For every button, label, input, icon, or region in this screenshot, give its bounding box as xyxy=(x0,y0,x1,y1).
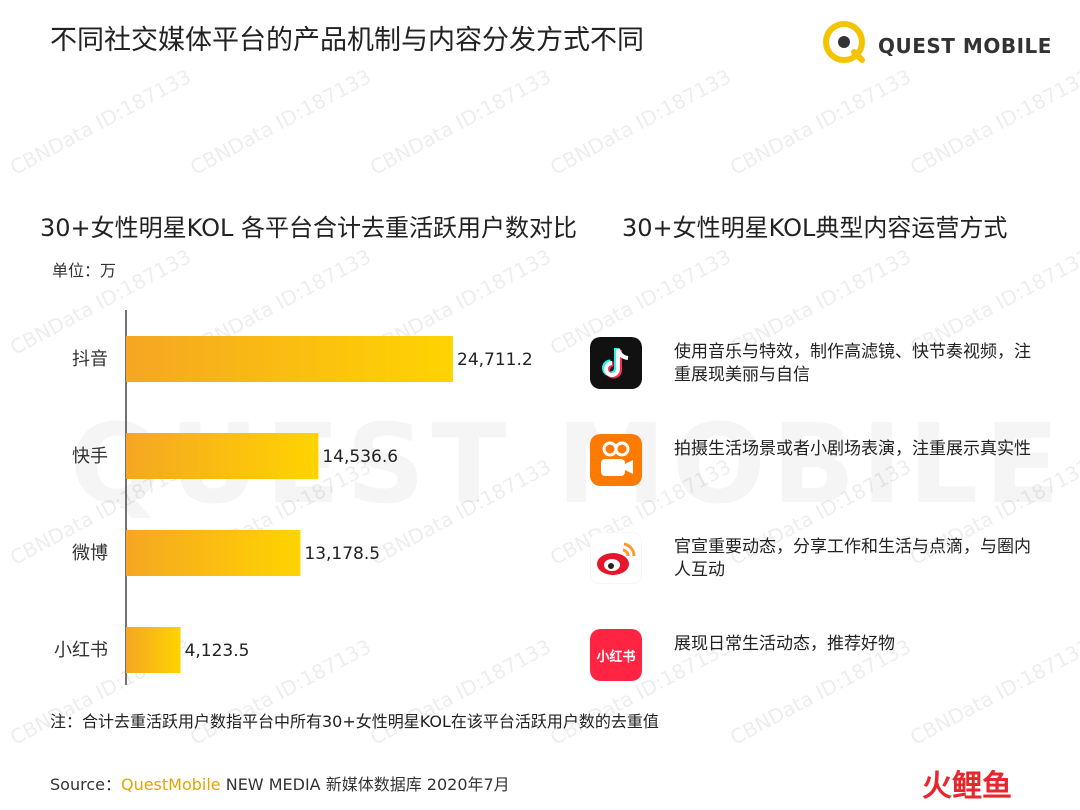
platform-desc: 展现日常生活动态，推荐好物 xyxy=(674,634,895,654)
corner-logo: 火鲤鱼 xyxy=(922,769,1012,804)
data-label: 4,123.5 xyxy=(185,641,250,661)
kuaishou-icon[interactable] xyxy=(590,434,642,486)
platform-desc: 拍摄生活场景或者小剧场表演，注重展示真实性 xyxy=(674,439,1031,459)
source-prefix: Source： xyxy=(50,775,121,794)
xiaohongshu-icon-text: 小红书 xyxy=(596,649,635,665)
bars-group: 抖音 24,711.2 快手 14,536.6 微博 13,178.5 小红书 4,123.5 xyxy=(54,336,533,673)
data-label: 13,178.5 xyxy=(304,544,380,564)
data-label: 14,536.6 xyxy=(322,447,398,467)
xiaohongshu-icon[interactable]: 小红书 xyxy=(590,629,642,681)
watermark-text: CBNData ID:187133 xyxy=(906,64,1080,180)
platform-desc: 使用音乐与特效，制作高滤镜、快节奏视频，注重展现美丽与自信 xyxy=(674,342,1031,385)
questmobile-logo xyxy=(823,21,865,63)
category-label: 抖音 xyxy=(72,349,108,370)
bar xyxy=(126,433,319,479)
douyin-icon[interactable] xyxy=(590,337,642,389)
corner-logo-text: 火鲤鱼 xyxy=(922,769,1012,804)
platform-row-weibo: 官宣重要动态，分享工作和生活与点滴，与圈内人互动 xyxy=(590,528,1060,588)
footnote: 注：合计去重活跃用户数指平台中所有30+女性明星KOL在该平台活跃用户数的去重值 xyxy=(50,712,659,731)
source-rest: NEW MEDIA 新媒体数据库 2020年7月 xyxy=(220,775,510,794)
bar xyxy=(126,530,301,576)
platform-row-kuaishou: 拍摄生活场景或者小剧场表演，注重展示真实性 xyxy=(590,430,1060,490)
unit-label: 单位：万 xyxy=(52,261,117,280)
content-heading: 30+女性明星KOL典型内容运营方式 xyxy=(622,214,1008,242)
watermark-text: CBNData ID:187133 xyxy=(366,64,556,180)
category-label: 微博 xyxy=(72,543,108,564)
logo-text: QUEST MOBILE xyxy=(878,34,1052,58)
page-title: 不同社交媒体平台的产品机制与内容分发方式不同 xyxy=(50,25,644,56)
bar xyxy=(126,627,181,673)
category-label: 小红书 xyxy=(54,640,108,661)
platform-row-douyin: 使用音乐与特效，制作高滤镜、快节奏视频，注重展现美丽与自信 xyxy=(590,333,1060,393)
source-brand: QuestMobile xyxy=(120,775,221,794)
platform-row-xiaohongshu: 小红书 展现日常生活动态，推荐好物 xyxy=(590,625,1060,685)
weibo-icon[interactable] xyxy=(590,532,642,584)
category-label: 快手 xyxy=(72,446,108,467)
data-label: 24,711.2 xyxy=(457,350,533,370)
bar-chart: 抖音 24,711.2 快手 14,536.6 微博 13,178.5 小红书 4,123.5 xyxy=(54,310,533,685)
platform-desc: 官宣重要动态，分享工作和生活与点滴，与圈内人互动 xyxy=(674,537,1031,580)
watermark-text: CBNData ID:187133 xyxy=(6,64,196,180)
bar xyxy=(126,336,453,382)
chart-heading: 30+女性明星KOL 各平台合计去重活跃用户数对比 xyxy=(40,214,577,242)
source-line: Source：QuestMobile NEW MEDIA 新媒体数据库 2020… xyxy=(50,771,510,795)
watermark-text: CBNData ID:187133 xyxy=(186,64,376,180)
watermark-text: CBNData ID:187133 xyxy=(546,64,736,180)
watermark-text: CBNData ID:187133 xyxy=(726,64,916,180)
